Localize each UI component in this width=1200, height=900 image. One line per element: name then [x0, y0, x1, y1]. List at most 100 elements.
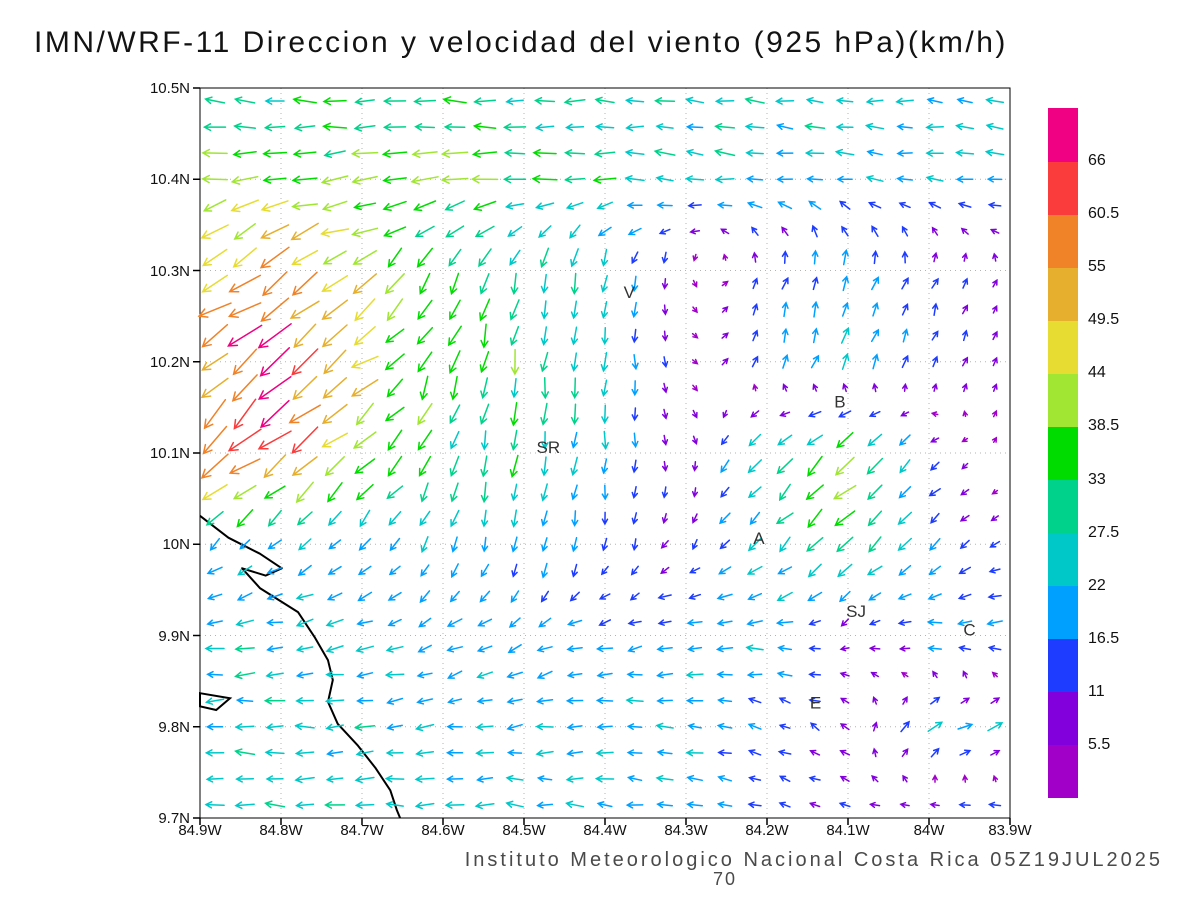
wind-arrow: [839, 697, 850, 704]
wind-arrow: [838, 590, 851, 603]
wind-arrow: [929, 537, 941, 551]
wind-arrow: [807, 563, 822, 578]
wind-arrow: [449, 455, 460, 478]
wind-arrow: [418, 455, 432, 477]
wind-arrow: [991, 489, 999, 495]
wind-arrow: [384, 353, 405, 371]
wind-arrow: [206, 670, 224, 679]
wind-arrow: [775, 123, 794, 131]
wind-arrow: [748, 433, 762, 447]
wind-arrow: [897, 593, 912, 601]
wind-arrow: [932, 774, 938, 783]
wind-arrow: [687, 723, 702, 730]
wind-arrow: [384, 273, 405, 295]
wind-arrow: [472, 200, 497, 211]
wind-arrow: [227, 428, 262, 452]
wind-arrow: [901, 225, 909, 237]
wind-arrow: [872, 695, 879, 705]
wind-arrow: [446, 618, 463, 627]
wind-arrow: [351, 175, 378, 185]
wind-arrow: [808, 671, 822, 678]
wind-arrow: [805, 484, 824, 501]
wind-arrow: [510, 272, 519, 296]
wind-arrow: [655, 774, 674, 783]
wind-arrow: [990, 749, 1001, 756]
y-tick-label: 10.5N: [149, 80, 190, 97]
wind-arrow: [263, 454, 287, 479]
wind-arrow: [355, 402, 374, 426]
wind-arrow: [479, 273, 490, 295]
wind-arrow: [385, 645, 404, 653]
wind-arrow: [295, 618, 314, 628]
wind-arrow: [601, 458, 609, 475]
wind-arrow: [686, 774, 703, 782]
wind-arrow: [201, 248, 228, 267]
wind-arrow: [720, 459, 730, 474]
wind-arrow: [411, 149, 438, 159]
wind-arrow: [721, 357, 729, 366]
wind-arrow: [234, 748, 256, 757]
wind-arrow: [841, 301, 849, 317]
wind-arrow: [388, 565, 401, 576]
wind-arrow: [570, 272, 579, 296]
wind-arrow: [230, 199, 259, 213]
wind-arrow: [328, 539, 342, 550]
wind-arrow: [350, 379, 379, 397]
wind-arrow: [746, 671, 763, 679]
wind-arrow: [448, 248, 462, 267]
wind-arrow: [691, 461, 699, 472]
wind-arrow: [570, 326, 579, 346]
wind-arrow: [962, 409, 969, 418]
wind-arrow: [872, 353, 879, 370]
wind-arrow: [417, 299, 433, 321]
wind-arrow: [807, 508, 823, 529]
x-tick-label: 84.9W: [178, 822, 222, 839]
wind-arrow: [566, 619, 583, 627]
wind-arrow: [509, 454, 519, 478]
wind-arrow: [961, 356, 969, 367]
wind-arrow: [593, 149, 616, 158]
x-tick-label: 84.5W: [502, 822, 546, 839]
wind-arrow: [232, 484, 257, 500]
wind-arrow: [749, 511, 761, 526]
wind-arrow: [481, 536, 489, 553]
wind-arrow: [721, 280, 729, 287]
wind-arrow: [627, 227, 642, 236]
colorbar-segment: [1048, 214, 1078, 268]
colorbar-label: 33: [1088, 470, 1106, 488]
wind-arrow: [781, 301, 789, 318]
wind-arrow: [236, 592, 253, 601]
wind-arrow: [691, 332, 699, 339]
wind-arrow: [985, 96, 1005, 105]
wind-arrow: [531, 174, 558, 184]
wind-arrow: [540, 300, 549, 320]
wind-arrow: [449, 375, 459, 401]
wind-arrow: [388, 510, 402, 526]
x-tick-label: 84.4W: [583, 822, 627, 839]
wind-arrow: [626, 723, 643, 731]
wind-arrow: [747, 459, 763, 474]
wind-arrow: [719, 539, 731, 550]
wind-arrow: [900, 410, 910, 417]
wind-arrow: [929, 437, 940, 443]
wind-arrow: [534, 96, 556, 105]
wind-arrow: [200, 377, 229, 399]
wind-arrow: [326, 749, 344, 757]
city-label: E: [810, 694, 821, 713]
wind-arrow: [594, 123, 615, 131]
wind-arrow: [992, 252, 999, 262]
wind-arrow: [653, 148, 676, 157]
wind-arrow: [865, 97, 884, 105]
wind-arrow: [595, 749, 614, 757]
wind-arrow: [594, 96, 615, 105]
wind-arrow: [836, 431, 854, 449]
wind-arrow: [752, 383, 759, 392]
wind-arrow: [351, 227, 379, 238]
wind-arrow: [985, 122, 1004, 131]
wind-arrow: [834, 510, 856, 527]
y-tick-label: 10N: [162, 536, 190, 554]
wind-arrow: [386, 378, 404, 398]
wind-arrow: [264, 800, 286, 809]
wind-arrow: [692, 435, 698, 446]
wind-arrow: [930, 747, 940, 758]
